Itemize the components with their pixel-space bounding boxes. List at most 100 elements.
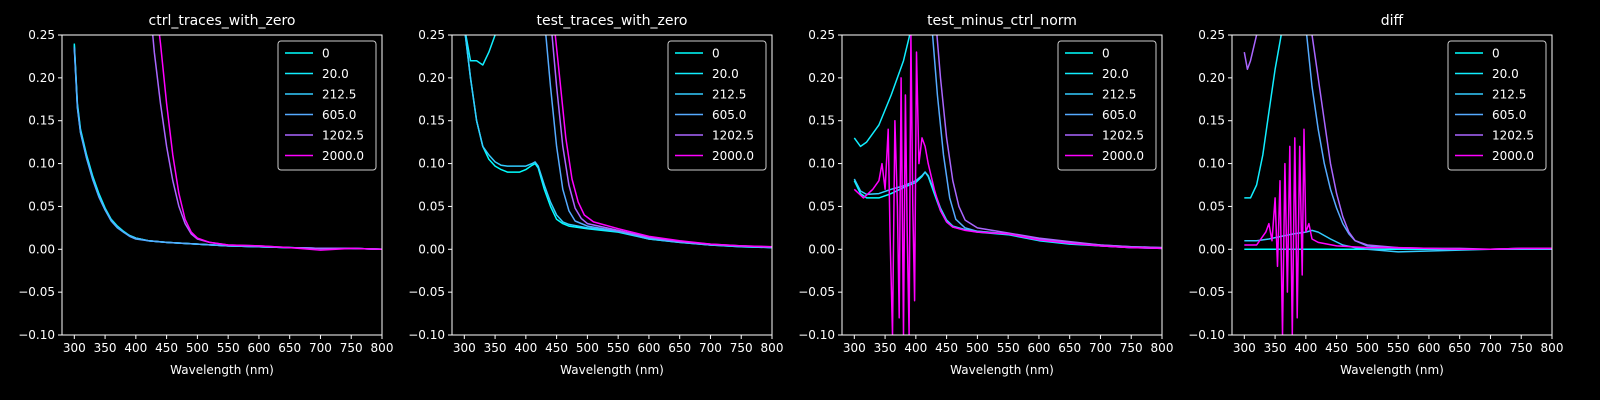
y-tick-label: −0.10: [798, 328, 835, 342]
x-tick-label: 500: [576, 341, 599, 355]
y-tick-label: 0.05: [1198, 199, 1225, 213]
x-axis-label: Wavelength (nm): [1340, 363, 1444, 377]
x-tick-label: 550: [607, 341, 630, 355]
x-tick-label: 700: [1479, 341, 1502, 355]
x-axis-label: Wavelength (nm): [950, 363, 1054, 377]
y-tick-label: 0.10: [418, 157, 445, 171]
chart-panel: 300 350 400 450 500 550 600 650 700 750 800 0.25 0.2…: [408, 13, 783, 377]
legend-label: 1202.5: [712, 129, 754, 143]
legend-label: 2000.0: [1492, 149, 1534, 163]
chart-title: test_traces_with_zero: [537, 13, 688, 29]
chart-panel: 300 350 400 450 500 550 600 650 700 750 800 0.25 0.2…: [798, 13, 1173, 377]
y-tick-label: 0.20: [1198, 71, 1225, 85]
legend-label: 1202.5: [322, 129, 364, 143]
x-tick-label: 450: [935, 341, 958, 355]
x-tick-label: 300: [63, 341, 86, 355]
y-tick-label: −0.05: [1188, 285, 1225, 299]
y-tick-label: 0.25: [28, 28, 55, 42]
x-tick-label: 550: [1387, 341, 1410, 355]
y-tick-label: 0.00: [28, 242, 55, 256]
legend: 0 20.0 212.5 605.0 1202.5 2000.0: [1057, 40, 1157, 171]
x-tick-label: 450: [1325, 341, 1348, 355]
x-tick-label: 500: [186, 341, 209, 355]
x-tick-label: 600: [637, 341, 660, 355]
x-tick-label: 400: [514, 341, 537, 355]
legend-label: 20.0: [712, 67, 739, 81]
y-tick-label: 0.00: [418, 242, 445, 256]
chart-title: diff: [1381, 13, 1404, 29]
y-tick-label: −0.10: [18, 328, 55, 342]
x-tick-label: 750: [1510, 341, 1533, 355]
x-tick-label: 700: [1089, 341, 1112, 355]
x-tick-label: 400: [124, 341, 147, 355]
legend-label: 2000.0: [712, 149, 754, 163]
y-tick-label: 0.20: [28, 71, 55, 85]
x-axis-label: Wavelength (nm): [560, 363, 664, 377]
y-tick-label: 0.05: [418, 199, 445, 213]
y-tick-label: 0.15: [808, 114, 835, 128]
x-tick-label: 450: [545, 341, 568, 355]
axes-frame: [1231, 34, 1553, 336]
x-axis-label: Wavelength (nm): [170, 363, 274, 377]
legend-label: 212.5: [712, 88, 746, 102]
x-tick-label: 700: [309, 341, 332, 355]
x-tick-label: 800: [761, 341, 784, 355]
chart-title: test_minus_ctrl_norm: [927, 13, 1077, 29]
legend: 0 20.0 212.5 605.0 1202.5 2000.0: [277, 40, 377, 171]
legend-label: 1202.5: [1492, 129, 1534, 143]
legend-label: 212.5: [322, 88, 356, 102]
y-tick-label: −0.05: [798, 285, 835, 299]
x-tick-label: 400: [1294, 341, 1317, 355]
legend-label: 20.0: [1492, 67, 1519, 81]
x-tick-label: 550: [217, 341, 240, 355]
legend-label: 212.5: [1492, 88, 1526, 102]
legend-label: 0: [322, 47, 330, 61]
legend-label: 605.0: [322, 108, 356, 122]
x-tick-label: 800: [371, 341, 394, 355]
x-tick-label: 800: [1541, 341, 1564, 355]
legend-label: 0: [1492, 47, 1500, 61]
legend-label: 20.0: [322, 67, 349, 81]
y-tick-label: 0.05: [28, 199, 55, 213]
series-line-20.0: [465, 35, 496, 66]
series-line-605.0: [545, 35, 772, 249]
x-tick-label: 800: [1151, 341, 1174, 355]
chart-panel: 300 350 400 450 500 550 600 650 700 750 800 0.25 0.2…: [1188, 13, 1563, 377]
x-tick-label: 650: [1058, 341, 1081, 355]
y-tick-label: −0.10: [1188, 328, 1225, 342]
y-tick-label: −0.05: [18, 285, 55, 299]
y-tick-label: 0.15: [418, 114, 445, 128]
series-line-1202.5: [936, 35, 1162, 249]
series-line-2000.0: [1244, 128, 1552, 335]
x-tick-label: 350: [874, 341, 897, 355]
x-tick-label: 650: [668, 341, 691, 355]
legend-label: 605.0: [1102, 108, 1136, 122]
series-line-2000.0: [554, 35, 772, 248]
legend: 0 20.0 212.5 605.0 1202.5 2000.0: [1447, 40, 1547, 171]
x-tick-label: 300: [843, 341, 866, 355]
x-tick-label: 650: [278, 341, 301, 355]
legend-label: 2000.0: [1102, 149, 1144, 163]
x-tick-label: 750: [1120, 341, 1143, 355]
x-tick-label: 600: [247, 341, 270, 355]
series-line-20.0: [1244, 35, 1282, 199]
legend-label: 0: [1102, 47, 1110, 61]
x-tick-label: 500: [966, 341, 989, 355]
legend-label: 20.0: [1102, 67, 1129, 81]
x-tick-label: 550: [997, 341, 1020, 355]
y-tick-label: 0.25: [418, 28, 445, 42]
x-tick-label: 650: [1448, 341, 1471, 355]
y-tick-label: 0.00: [808, 242, 835, 256]
x-tick-label: 750: [340, 341, 363, 355]
legend-label: 0: [712, 47, 720, 61]
axes-frame: [451, 34, 773, 336]
series-line-2000.0: [853, 35, 1162, 335]
y-tick-label: 0.00: [1198, 242, 1225, 256]
x-tick-label: 300: [1233, 341, 1256, 355]
y-tick-label: 0.15: [28, 114, 55, 128]
legend-label: 212.5: [1102, 88, 1136, 102]
y-tick-label: 0.20: [418, 71, 445, 85]
x-tick-label: 350: [1264, 341, 1287, 355]
x-tick-label: 500: [1356, 341, 1379, 355]
y-tick-label: 0.15: [1198, 114, 1225, 128]
